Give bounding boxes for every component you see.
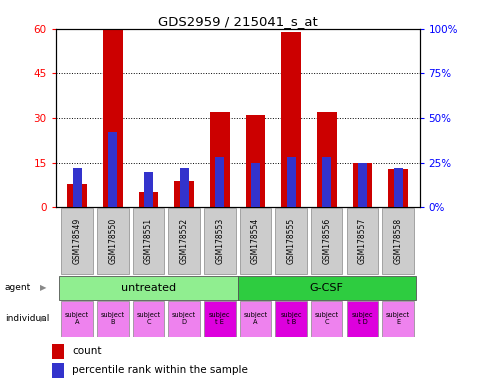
FancyBboxPatch shape xyxy=(237,276,415,300)
Text: agent: agent xyxy=(5,283,31,292)
Bar xyxy=(388,169,407,207)
Text: GSM178552: GSM178552 xyxy=(179,218,188,264)
FancyBboxPatch shape xyxy=(204,301,235,337)
Bar xyxy=(138,192,158,207)
FancyBboxPatch shape xyxy=(382,208,413,274)
Text: subject
C: subject C xyxy=(136,313,160,325)
FancyBboxPatch shape xyxy=(275,301,306,337)
FancyBboxPatch shape xyxy=(61,301,92,337)
FancyBboxPatch shape xyxy=(133,208,164,274)
FancyBboxPatch shape xyxy=(61,208,92,274)
Text: G-CSF: G-CSF xyxy=(309,283,343,293)
Text: GSM178549: GSM178549 xyxy=(73,218,81,264)
Bar xyxy=(393,168,402,207)
Bar xyxy=(251,163,259,207)
Bar xyxy=(317,112,336,207)
Bar xyxy=(352,163,372,207)
Title: GDS2959 / 215041_s_at: GDS2959 / 215041_s_at xyxy=(157,15,317,28)
Text: subject
B: subject B xyxy=(101,313,125,325)
Bar xyxy=(108,132,117,207)
Bar xyxy=(357,163,366,207)
Text: percentile rank within the sample: percentile rank within the sample xyxy=(72,366,247,376)
FancyBboxPatch shape xyxy=(239,301,271,337)
Bar xyxy=(67,184,87,207)
Text: subjec
t B: subjec t B xyxy=(280,313,301,325)
Text: untreated: untreated xyxy=(121,283,176,293)
Bar xyxy=(73,168,81,207)
FancyBboxPatch shape xyxy=(204,208,235,274)
Text: ▶: ▶ xyxy=(40,283,46,292)
FancyBboxPatch shape xyxy=(310,301,342,337)
Bar xyxy=(322,157,331,207)
Text: subject
C: subject C xyxy=(314,313,338,325)
FancyBboxPatch shape xyxy=(133,301,164,337)
Text: subject
A: subject A xyxy=(65,313,89,325)
Text: GSM178555: GSM178555 xyxy=(286,218,295,264)
FancyBboxPatch shape xyxy=(310,208,342,274)
Bar xyxy=(51,344,63,359)
Text: GSM178554: GSM178554 xyxy=(250,218,259,264)
Bar xyxy=(103,29,122,207)
Text: GSM178553: GSM178553 xyxy=(215,218,224,264)
Text: GSM178557: GSM178557 xyxy=(357,218,366,264)
Bar xyxy=(180,168,188,207)
Text: ▶: ▶ xyxy=(40,314,46,323)
FancyBboxPatch shape xyxy=(97,208,128,274)
Text: individual: individual xyxy=(5,314,49,323)
Text: GSM178551: GSM178551 xyxy=(144,218,152,264)
Bar xyxy=(286,157,295,207)
FancyBboxPatch shape xyxy=(168,208,199,274)
FancyBboxPatch shape xyxy=(382,301,413,337)
FancyBboxPatch shape xyxy=(239,208,271,274)
Text: count: count xyxy=(72,346,101,356)
Text: GSM178550: GSM178550 xyxy=(108,218,117,264)
Text: subject
D: subject D xyxy=(172,313,196,325)
Text: GSM178558: GSM178558 xyxy=(393,218,402,264)
Bar xyxy=(215,157,224,207)
Bar xyxy=(210,112,229,207)
FancyBboxPatch shape xyxy=(59,276,237,300)
Text: GSM178556: GSM178556 xyxy=(322,218,331,264)
Bar xyxy=(245,115,265,207)
Text: subjec
t D: subjec t D xyxy=(351,313,373,325)
FancyBboxPatch shape xyxy=(168,301,199,337)
Text: subject
E: subject E xyxy=(385,313,409,325)
Text: subjec
t E: subjec t E xyxy=(209,313,230,325)
Bar xyxy=(51,363,63,378)
Bar xyxy=(281,32,301,207)
FancyBboxPatch shape xyxy=(346,301,378,337)
Text: subject
A: subject A xyxy=(243,313,267,325)
Bar xyxy=(144,172,152,207)
FancyBboxPatch shape xyxy=(346,208,378,274)
FancyBboxPatch shape xyxy=(275,208,306,274)
Bar xyxy=(174,180,194,207)
FancyBboxPatch shape xyxy=(97,301,128,337)
